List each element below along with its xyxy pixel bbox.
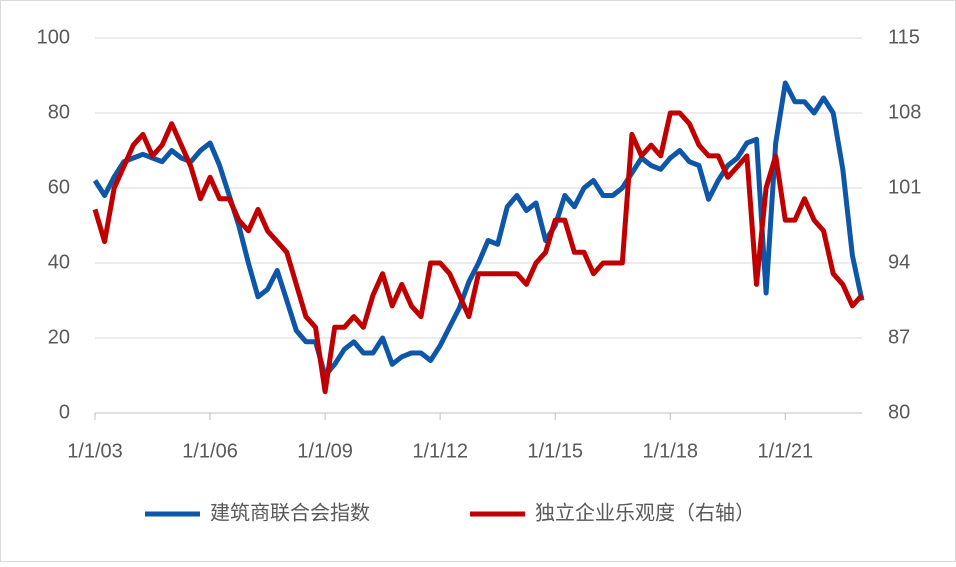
y-tick-label: 60 [48, 176, 70, 198]
x-tick-label: 1/1/03 [67, 440, 123, 462]
y2-tick-label: 115 [888, 26, 920, 48]
y2-tick-label: 101 [888, 176, 921, 198]
x-tick-label: 1/1/21 [757, 440, 813, 462]
y-tick-label: 0 [59, 401, 70, 423]
y2-tick-label: 87 [888, 326, 910, 348]
y-tick-label: 80 [48, 101, 70, 123]
y2-tick-label: 108 [888, 101, 921, 123]
y2-tick-label: 94 [888, 251, 910, 273]
x-tick-label: 1/1/18 [642, 440, 698, 462]
series-line [92, 110, 864, 395]
y2-tick-label: 80 [888, 401, 910, 423]
legend-label: 建筑商联合会指数 [210, 501, 370, 524]
x-tick-label: 1/1/15 [527, 440, 583, 462]
legend-label: 独立企业乐观度（右轴） [535, 501, 755, 524]
y-tick-label: 20 [48, 326, 70, 348]
x-tick-label: 1/1/12 [412, 440, 468, 462]
y-tick-label: 100 [37, 26, 70, 48]
x-tick-label: 1/1/06 [182, 440, 238, 462]
x-tick-label: 1/1/09 [297, 440, 353, 462]
series-line [92, 80, 865, 378]
y-tick-label: 40 [48, 251, 70, 273]
